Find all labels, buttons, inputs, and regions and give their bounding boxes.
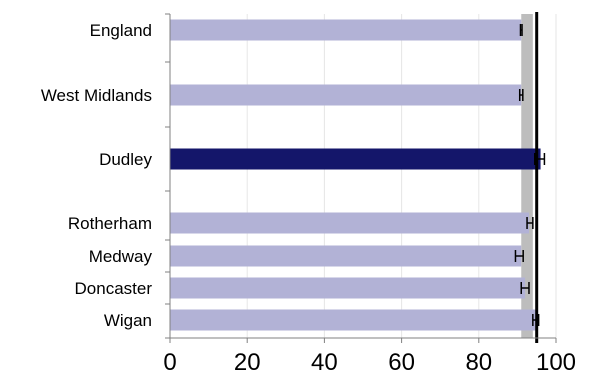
category-label-england: England <box>90 21 152 40</box>
bar-wigan <box>170 309 537 331</box>
category-label-wigan: Wigan <box>104 311 152 330</box>
error-bar-dudley <box>534 153 546 165</box>
bar-rotherham <box>170 212 529 234</box>
x-tick-label-2: 40 <box>311 349 338 376</box>
x-tick-label-0: 0 <box>163 349 176 376</box>
error-bar-west-midlands <box>518 89 524 101</box>
bar-doncaster <box>170 277 526 299</box>
error-bar-medway <box>514 250 524 262</box>
category-label-rotherham: Rotherham <box>68 214 152 233</box>
category-label-medway: Medway <box>89 247 153 266</box>
error-bar-wigan <box>532 314 540 326</box>
bar-dudley <box>170 148 541 170</box>
x-tick-label-1: 20 <box>234 349 261 376</box>
error-bar-doncaster <box>520 282 530 294</box>
error-bar-england <box>519 24 523 36</box>
bar-west-midlands <box>170 84 522 106</box>
bar-england <box>170 19 522 41</box>
reference-band <box>521 14 533 338</box>
error-bar-rotherham <box>526 217 534 229</box>
category-label-doncaster: Doncaster <box>75 279 153 298</box>
category-label-west-midlands: West Midlands <box>41 86 152 105</box>
x-tick-label-4: 80 <box>465 349 492 376</box>
x-tick-label-5: 100 <box>536 349 576 376</box>
x-tick-label-3: 60 <box>388 349 415 376</box>
category-label-dudley: Dudley <box>99 150 152 169</box>
bar-medway <box>170 245 522 267</box>
